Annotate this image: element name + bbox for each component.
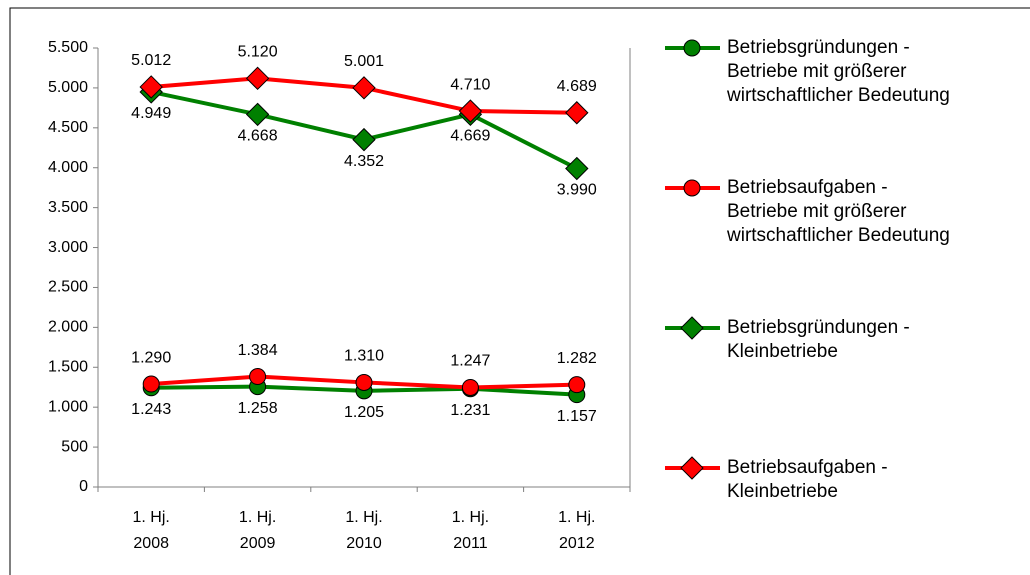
data-label: 1.310 [344,348,384,365]
legend-label: Betriebsaufgaben - Kleinbetriebe [727,457,888,502]
marker [249,368,267,386]
y-tick-label: 4.500 [48,119,88,136]
marker [458,99,483,123]
marker [139,75,163,99]
data-label: 3.990 [557,182,597,199]
data-label: 1.290 [131,349,171,366]
x-tick-label: 2010 [346,535,382,552]
marker [352,127,376,152]
data-label: 4.352 [344,153,384,170]
data-label: 1.243 [131,401,171,418]
legend-label: Betriebsgründungen - Kleinbetriebe [727,317,910,362]
data-label: 4.710 [450,76,490,93]
y-tick-label: 500 [61,438,88,455]
y-tick-label: 1.500 [48,358,88,375]
data-label: 4.949 [131,105,171,122]
frame [9,7,1030,575]
marker [565,101,589,125]
x-tick-label: 1. Hj. [133,509,170,526]
data-label: 5.120 [238,44,278,61]
y-tick-label: 3.500 [48,199,88,216]
y-tick-label: 2.000 [48,319,88,336]
data-label: 1.157 [557,408,597,425]
y-tick-label: 1.000 [48,398,88,415]
data-label: 1.247 [450,353,490,370]
data-label: 4.669 [450,128,490,145]
data-label: 4.689 [557,78,597,95]
data-label: 1.205 [344,404,384,421]
marker [352,76,376,100]
data-label: 5.001 [344,53,384,70]
data-label: 5.012 [131,52,171,69]
marker [245,102,270,127]
y-tick-label: 4.000 [48,159,88,176]
marker [355,373,373,391]
y-tick-label: 3.000 [48,239,88,256]
x-tick-label: 1. Hj. [452,509,489,526]
data-label: 1.384 [238,342,278,359]
x-tick-label: 1. Hj. [558,509,595,526]
x-tick-label: 1. Hj. [239,509,276,526]
legend-label: Betriebsgründungen - Betriebe mit größer… [727,37,950,106]
data-label: 1.282 [557,350,597,367]
legend-label: Betriebsaufgaben - Betriebe mit größerer… [727,177,950,246]
marker [461,378,479,396]
marker [680,456,704,480]
x-tick-label: 2011 [453,535,488,552]
data-label: 1.231 [450,402,490,419]
x-tick-label: 1. Hj. [345,509,382,526]
y-tick-label: 5.500 [48,39,88,56]
y-tick-label: 5.000 [48,79,88,96]
marker [680,316,704,340]
y-tick-label: 2.500 [48,279,88,296]
marker [245,66,270,91]
marker [683,179,701,197]
y-tick-label: 0 [79,478,88,495]
data-label: 1.258 [238,400,278,417]
x-tick-label: 2008 [133,535,169,552]
x-tick-label: 2009 [240,535,276,552]
marker [683,39,701,57]
marker [565,156,589,181]
data-label: 4.668 [238,128,278,145]
x-tick-label: 2012 [559,535,595,552]
marker [568,376,586,394]
marker [142,375,160,393]
